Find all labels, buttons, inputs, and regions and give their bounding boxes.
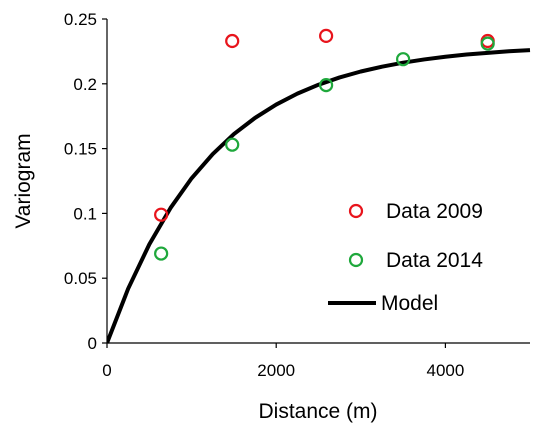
legend-marker (348, 252, 364, 268)
legend-label: Data 2014 (386, 249, 483, 272)
y-tick-label: 0.15 (64, 140, 97, 159)
y-tick-label: 0.25 (64, 10, 97, 29)
y-tick-label: 0.2 (73, 75, 97, 94)
y-tick-label: 0.05 (64, 269, 97, 288)
x-tick-label: 0 (102, 361, 111, 380)
series-line-model (107, 48, 531, 344)
legend: Data 2009 Data 2014 Model (328, 200, 483, 315)
data-point-series-1 (225, 137, 240, 152)
data-point-series-1 (396, 52, 411, 67)
axes (102, 18, 530, 348)
data-point-series-0 (154, 207, 169, 222)
y-tick-label: 0.1 (73, 204, 97, 223)
data-point-series-1 (154, 246, 169, 261)
data-point-series-0 (225, 33, 240, 49)
y-axis-title: Variogram (12, 133, 35, 228)
x-axis-title: Distance (m) (258, 400, 377, 423)
x-tick-label: 2000 (257, 361, 295, 380)
tick-labels: 0 0.05 0.1 0.15 0.2 0.25 0 2000 4000 (64, 10, 464, 380)
data-point-series-1 (480, 36, 495, 51)
legend-label: Data 2009 (386, 200, 483, 223)
plot-area (107, 28, 531, 344)
data-point-series-1 (319, 77, 334, 93)
data-point-series-0 (319, 28, 334, 43)
y-tick-label: 0 (88, 334, 97, 353)
x-tick-label: 4000 (426, 361, 464, 380)
legend-marker (348, 203, 364, 219)
legend-label: Model (381, 292, 438, 315)
